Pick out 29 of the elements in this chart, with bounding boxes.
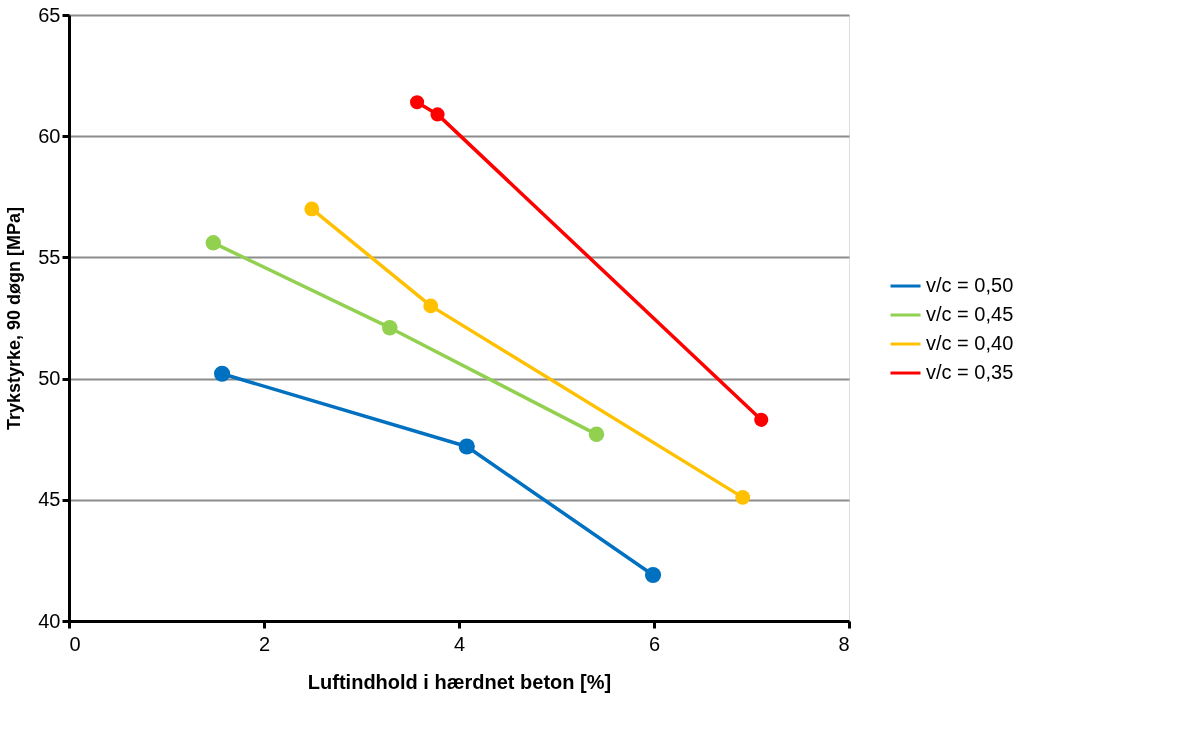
x-tick-label: 6 [648, 632, 661, 655]
point [382, 319, 398, 336]
y-tick-label: 40 [38, 609, 61, 632]
y-tick-label: 65 [38, 3, 61, 26]
x-tick-label: 2 [258, 632, 271, 655]
point [458, 438, 475, 455]
point [410, 95, 425, 110]
x-axis-title: Luftindhold i hærdnet beton [%] [307, 670, 612, 693]
point [588, 426, 605, 443]
point [430, 107, 445, 122]
y-tick-label: 55 [38, 245, 61, 268]
legend-label: v/c = 0,45 [926, 303, 1014, 326]
y-tick-label: 50 [38, 367, 61, 390]
point [205, 235, 222, 251]
point [735, 489, 751, 505]
legend-label: v/c = 0,35 [926, 361, 1014, 384]
x-tick-label: 8 [838, 632, 850, 655]
point [754, 412, 769, 427]
x-tick-label: 4 [453, 632, 466, 655]
point [644, 566, 662, 583]
point [423, 298, 439, 314]
legend-label: v/c = 0,50 [926, 274, 1014, 297]
x-tick-label: 0 [69, 632, 81, 655]
y-axis-title: Trykstyrke, 90 døgn [MPa] [4, 206, 25, 431]
y-tick-label: 45 [38, 488, 61, 511]
point [304, 201, 320, 217]
point [214, 365, 231, 382]
y-tick-label: 60 [38, 124, 61, 147]
legend-label: v/c = 0,40 [926, 332, 1014, 355]
